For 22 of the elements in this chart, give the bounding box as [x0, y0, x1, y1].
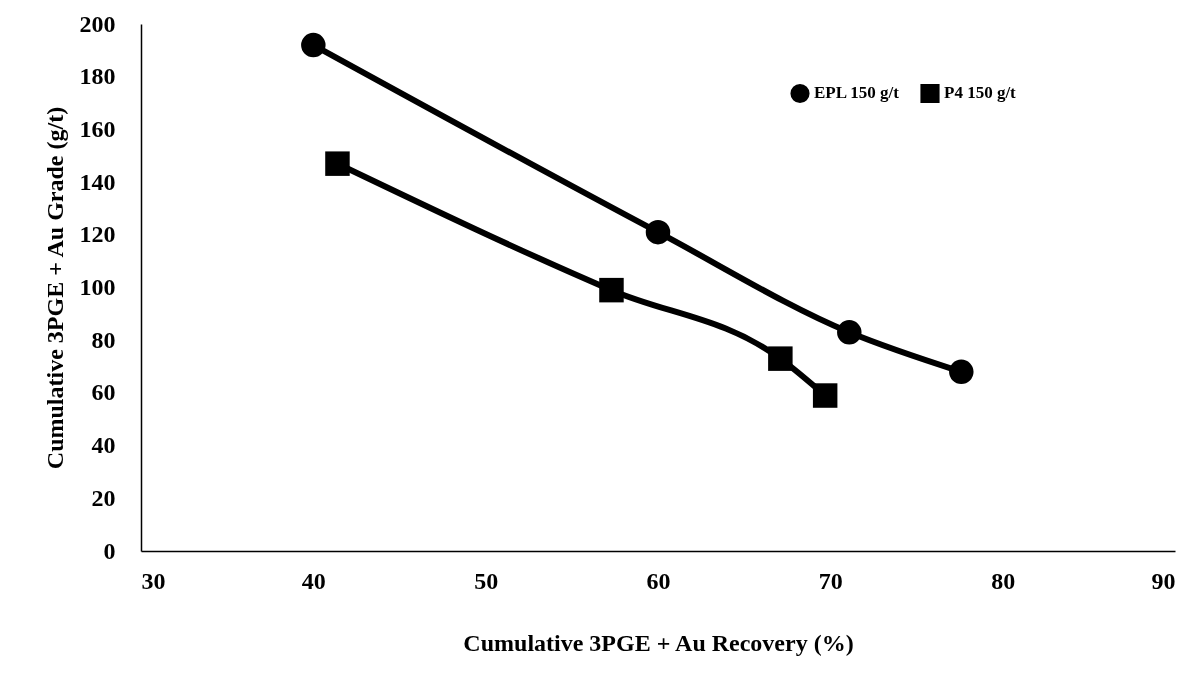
y-tick-label: 160 — [79, 115, 116, 142]
y-axis-title: Cumulative 3PGE + Au Grade (g/t) — [41, 106, 68, 470]
x-tick-label: 40 — [301, 567, 326, 594]
x-tick-label: 50 — [474, 567, 499, 594]
y-tick-label: 80 — [91, 326, 116, 353]
y-tick-label: 100 — [79, 274, 116, 300]
legend-label: EPL 150 g/t — [814, 83, 900, 103]
x-tick-label: 90 — [1151, 567, 1176, 594]
y-tick-label: 60 — [91, 379, 116, 406]
y-tick-label: 120 — [79, 221, 116, 248]
y-tick-label: 20 — [91, 484, 116, 511]
y-tick-label: 140 — [79, 168, 116, 195]
y-tick-label: 200 — [79, 10, 116, 37]
x-axis-title: Cumulative 3PGE + Au Recovery (%) — [463, 629, 854, 656]
y-tick-label: 0 — [103, 537, 116, 564]
y-tick-label: 40 — [91, 432, 116, 459]
x-tick-label: 80 — [991, 567, 1016, 594]
x-tick-label: 60 — [646, 567, 671, 594]
x-tick-label: 70 — [818, 567, 843, 594]
x-tick-label: 30 — [141, 567, 166, 594]
y-tick-label: 180 — [79, 63, 116, 90]
legend-label: P4 150 g/t — [944, 83, 1017, 103]
